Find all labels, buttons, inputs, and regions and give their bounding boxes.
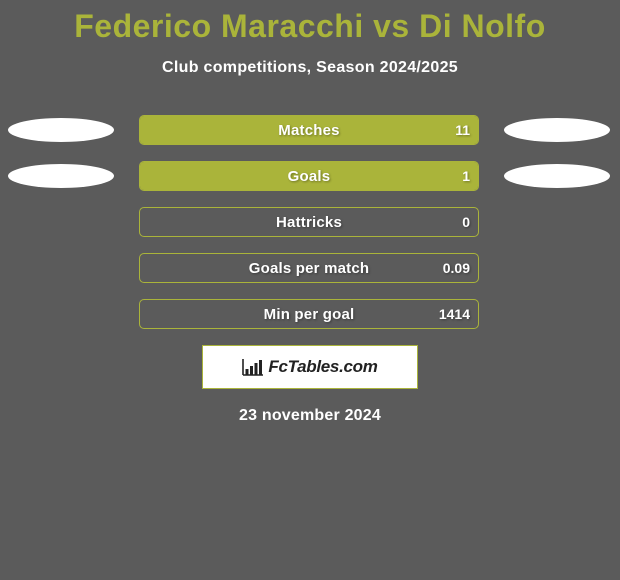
page-title: Federico Maracchi vs Di Nolfo bbox=[0, 0, 620, 45]
stat-rows: Matches11 Goals1 Hattricks0 Goals per match… bbox=[0, 115, 620, 329]
stat-value: 0.09 bbox=[443, 254, 470, 282]
stat-bar: Hattricks0 bbox=[139, 207, 479, 237]
stat-value: 1 bbox=[462, 162, 470, 190]
subtitle: Club competitions, Season 2024/2025 bbox=[0, 59, 620, 77]
logo-text: FcTables.com bbox=[268, 357, 377, 377]
stat-label: Matches bbox=[140, 116, 478, 144]
stat-label: Hattricks bbox=[140, 208, 478, 236]
stat-row: Goals1 bbox=[0, 161, 620, 191]
logo-box: FcTables.com bbox=[202, 345, 418, 389]
right-ellipse bbox=[504, 164, 610, 188]
date-text: 23 november 2024 bbox=[0, 407, 620, 425]
stat-bar: Goals1 bbox=[139, 161, 479, 191]
stat-row: Hattricks0 bbox=[0, 207, 620, 237]
comparison-infographic: Federico Maracchi vs Di Nolfo Club compe… bbox=[0, 0, 620, 580]
bar-chart-icon bbox=[242, 358, 264, 376]
stat-row: Min per goal1414 bbox=[0, 299, 620, 329]
stat-row: Goals per match0.09 bbox=[0, 253, 620, 283]
stat-value: 11 bbox=[455, 116, 470, 144]
stat-bar: Min per goal1414 bbox=[139, 299, 479, 329]
left-ellipse bbox=[8, 164, 114, 188]
stat-row: Matches11 bbox=[0, 115, 620, 145]
stat-value: 0 bbox=[462, 208, 470, 236]
stat-label: Goals bbox=[140, 162, 478, 190]
stat-bar: Matches11 bbox=[139, 115, 479, 145]
stat-value: 1414 bbox=[439, 300, 470, 328]
stat-label: Goals per match bbox=[140, 254, 478, 282]
right-ellipse bbox=[504, 118, 610, 142]
stat-bar: Goals per match0.09 bbox=[139, 253, 479, 283]
stat-label: Min per goal bbox=[140, 300, 478, 328]
left-ellipse bbox=[8, 118, 114, 142]
